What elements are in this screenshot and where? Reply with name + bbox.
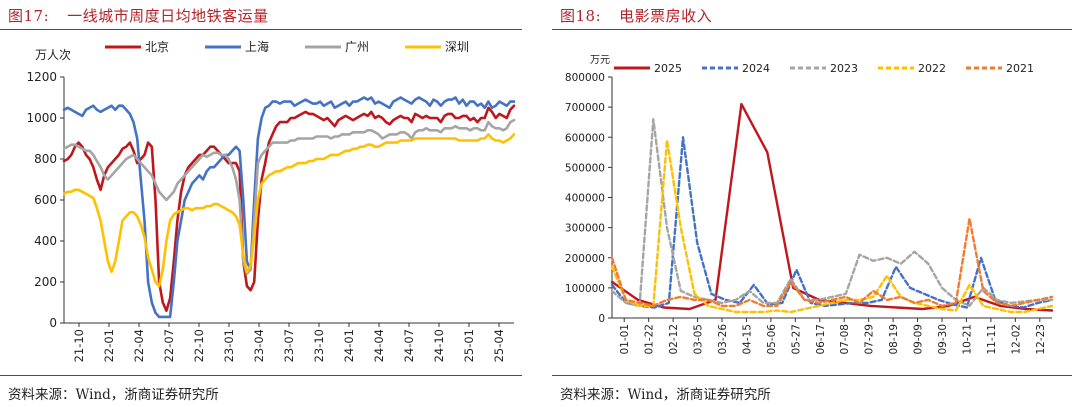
y-tick-label: 400000 [565, 193, 605, 205]
x-tick-label: 01-01 [619, 324, 631, 355]
x-tick-label: 22-07 [162, 329, 176, 362]
x-tick-label: 23-04 [252, 329, 266, 362]
y-tick-label: 0 [598, 313, 605, 325]
x-tick-label: 03-05 [693, 324, 705, 355]
legend-label-深圳: 深圳 [445, 40, 469, 54]
y-tick-label: 800000 [565, 72, 605, 84]
x-tick-label: 24-07 [402, 329, 416, 362]
title-rule [552, 29, 1072, 30]
series-line-深圳 [62, 133, 516, 288]
figure-17-panel: 图17: 一线城市周度日均地铁客运量 万人次 0 200 400 600 800 1000 12… [0, 0, 530, 407]
y-tick-label: 600000 [565, 132, 605, 144]
series-line-2023 [610, 117, 1054, 308]
series-line-2022 [610, 139, 1054, 314]
legend-label-2022: 2022 [918, 62, 946, 75]
series-line-2021 [610, 217, 1054, 308]
x-tick-label: 09-09 [913, 324, 925, 355]
y-tick-label: 700000 [565, 102, 605, 114]
y-unit-label: 万人次 [35, 48, 71, 62]
x-tick-label: 11-11 [986, 324, 998, 355]
x-tick-label: 05-27 [790, 324, 802, 355]
source-note-18: 资料来源：Wind，浙商证券研究所 [560, 387, 771, 403]
x-tick-label: 25-01 [462, 329, 476, 362]
legend-label-2024: 2024 [742, 62, 770, 75]
x-tick-label: 03-26 [717, 324, 729, 355]
title-rule [0, 29, 522, 30]
x-tick-label: 22-04 [132, 329, 146, 362]
x-tick-label: 12-23 [1035, 324, 1047, 355]
y-tick-label: 100000 [565, 283, 605, 295]
x-tick-label: 23-07 [282, 329, 296, 362]
x-tick-label: 22-10 [192, 329, 206, 362]
figure-18-panel: 图18: 电影票房收入 万元 0 100000 200000 300000 400000 50… [552, 0, 1080, 407]
x-tick-label: 04-15 [741, 324, 753, 355]
x-tick-label: 07-29 [864, 324, 876, 355]
chart-title-18: 图18: 电影票房收入 [560, 7, 713, 25]
y-unit-label: 万元 [590, 55, 610, 66]
x-tick-label: 23-01 [222, 329, 236, 362]
x-tick-label: 07-08 [839, 324, 851, 355]
y-tick-label: 200000 [565, 253, 605, 265]
source-rule [552, 375, 1072, 376]
x-tick-label: 02-12 [668, 324, 680, 355]
x-tick-label: 08-19 [888, 324, 900, 355]
x-tick-label: 25-04 [492, 329, 506, 362]
x-tick-label: 24-04 [372, 329, 386, 362]
y-tick-label: 1000 [26, 111, 57, 125]
legend-label-上海: 上海 [245, 39, 269, 54]
x-tick-label: 24-01 [342, 329, 356, 362]
legend-label-2021: 2021 [1006, 62, 1034, 75]
x-tick-label: 24-10 [432, 329, 446, 362]
y-tick-label: 400 [34, 234, 57, 248]
legend-label-北京: 北京 [145, 40, 169, 54]
series-line-北京 [62, 104, 516, 313]
x-tick-label: 06-17 [815, 324, 827, 355]
x-tick-label: 01-22 [644, 324, 656, 355]
chart-title-17: 图17: 一线城市周度日均地铁客运量 [8, 7, 269, 25]
x-tick-label: 23-10 [312, 329, 326, 362]
y-tick-label: 200 [34, 275, 57, 289]
legend-label-广州: 广州 [345, 40, 369, 54]
series-line-广州 [62, 118, 516, 276]
x-tick-label: 12-02 [1010, 324, 1022, 355]
box-office-chart: 万元 0 100000 200000 300000 400000 500000 600000 7… [565, 55, 1054, 355]
y-tick-label: 300000 [565, 223, 605, 235]
subway-ridership-chart: 万人次 0 200 400 600 800 1000 1200 21-10 22-01 22-04 2… [26, 39, 516, 362]
series-line-上海 [62, 96, 516, 319]
y-tick-label: 600 [34, 193, 57, 207]
x-tick-label: 22-01 [102, 329, 116, 362]
legend-label-2023: 2023 [830, 62, 858, 75]
legend-label-2025: 2025 [654, 62, 682, 75]
x-tick-label: 10-21 [961, 324, 973, 355]
y-tick-label: 0 [49, 316, 57, 330]
x-tick-label: 05-06 [766, 324, 778, 355]
x-tick-label: 21-10 [72, 329, 86, 362]
y-tick-label: 800 [34, 152, 57, 166]
source-note-17: 资料来源：Wind，浙商证券研究所 [8, 387, 219, 403]
x-tick-label: 09-30 [937, 324, 949, 355]
y-tick-label: 1200 [26, 70, 57, 84]
source-rule [0, 375, 522, 376]
y-tick-label: 500000 [565, 162, 605, 174]
